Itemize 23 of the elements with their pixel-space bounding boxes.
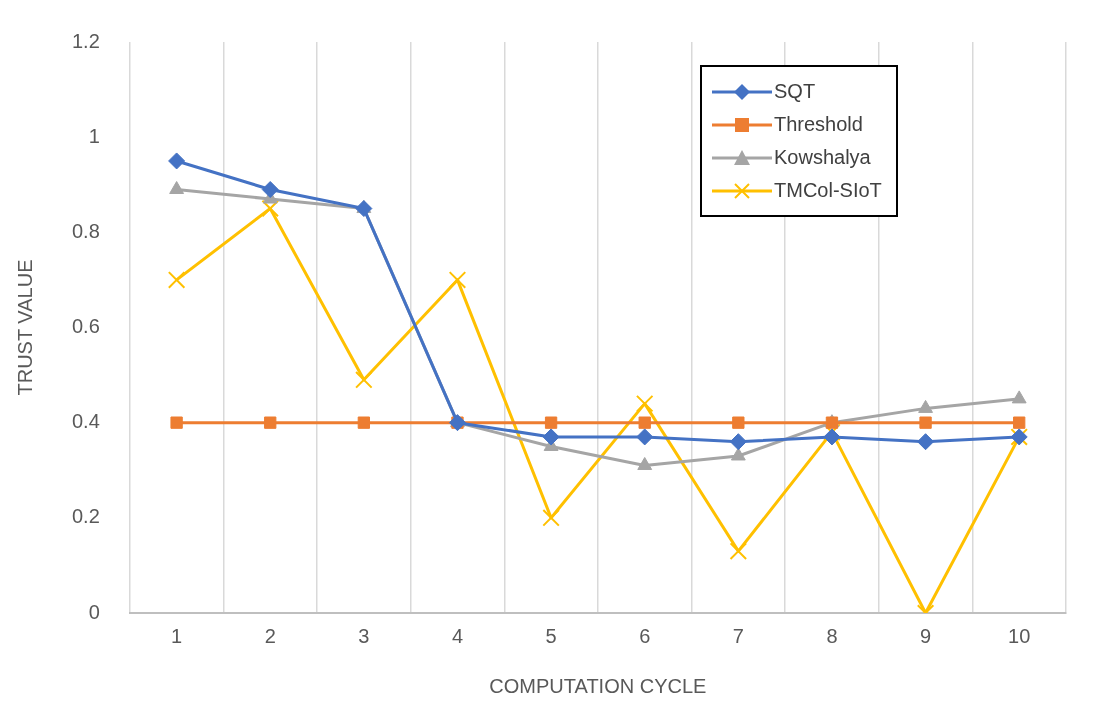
y-tick-label: 0.2 — [71, 505, 100, 528]
y-axis-title: TRUST VALUE — [13, 259, 36, 396]
y-tick-label: 0 — [88, 600, 100, 623]
x-axis-title: COMPUTATION CYCLE — [489, 674, 707, 697]
legend-label: SQT — [774, 80, 816, 103]
y-tick-label: 0.8 — [71, 219, 100, 242]
y-tick-label: 0.6 — [71, 315, 100, 338]
x-tick-label: 2 — [264, 624, 276, 647]
legend-label: Threshold — [774, 113, 863, 136]
x-tick-label: 4 — [451, 624, 464, 647]
x-tick-label: 5 — [545, 624, 557, 647]
x-tick-label: 1 — [171, 624, 183, 647]
x-tick-label: 10 — [1008, 624, 1031, 647]
x-tick-label: 3 — [358, 624, 370, 647]
x-tick-label: 6 — [639, 624, 651, 647]
x-tick-label: 7 — [732, 624, 744, 647]
x-tick-label: 9 — [920, 624, 932, 647]
x-tick-label: 8 — [826, 624, 838, 647]
legend-label: Kowshalya — [774, 146, 871, 169]
y-tick-label: 1.2 — [71, 29, 100, 52]
legend-label: TMCol-SIoT — [774, 179, 882, 202]
y-tick-label: 0.4 — [71, 410, 100, 433]
y-tick-label: 1 — [88, 124, 100, 147]
